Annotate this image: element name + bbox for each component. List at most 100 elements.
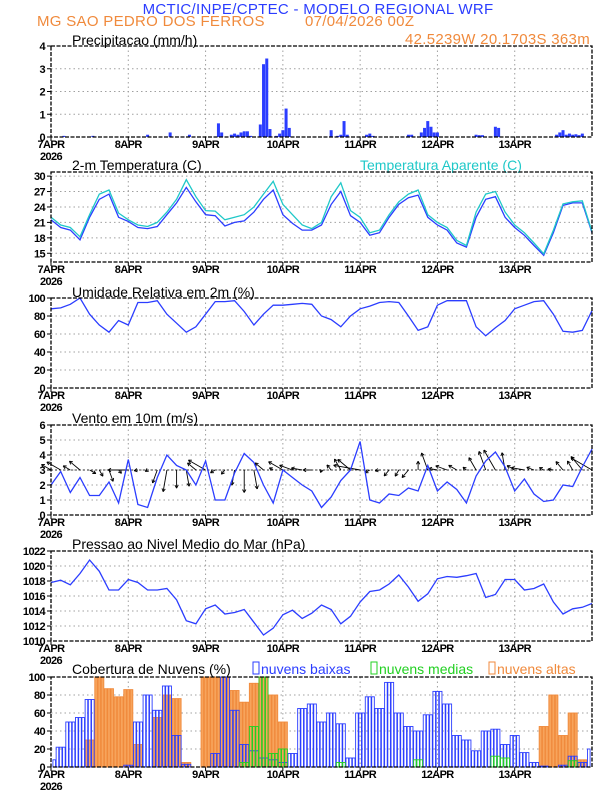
y-tick-label: 100 — [28, 293, 45, 305]
wind-arrow — [133, 468, 139, 473]
x-year-label: 2026 — [40, 151, 63, 163]
x-tick-label: 10APR — [267, 643, 300, 655]
y-tick-label: 24 — [34, 202, 47, 214]
wind-arrow — [333, 463, 361, 471]
cloud-bar-nuvens-altas — [558, 735, 562, 768]
cloud-bar-nuvens-baixas — [142, 694, 147, 768]
cloud-bar-nuvens-altas — [113, 696, 118, 768]
cloud-bar-nuvens-baixas — [155, 709, 160, 768]
y-tick-label: 20 — [34, 744, 46, 756]
cloud-bar-nuvens-altas — [129, 689, 134, 768]
x-tick-label: 9APR — [192, 643, 220, 655]
temperature-plot-frame — [50, 171, 593, 263]
wind-arrow — [394, 469, 400, 477]
x-year-label: 2026 — [40, 781, 63, 792]
cloud-bar-nuvens-baixas — [438, 690, 443, 768]
cloud-bar-nuvens-baixas — [326, 712, 330, 768]
precip-bar — [580, 133, 584, 137]
cloud-bar-nuvens-baixas — [348, 757, 353, 768]
cloud-bar-nuvens-baixas — [332, 712, 337, 768]
cloud-bar-nuvens-baixas — [393, 712, 398, 768]
cloud-bar-nuvens-baixas — [432, 690, 436, 768]
precip-bar — [278, 133, 282, 137]
wind-arrow — [279, 464, 293, 471]
wind-panel: Vento em 10m (m/s) 0 1 2 3 4 5 6 7APR 8APR 9APR 10A… — [38, 410, 593, 541]
precipitation-title: Precipitacao (mm/h) — [72, 32, 197, 48]
y-tick-label: 3 — [39, 465, 45, 477]
y-tick-label: 1022 — [23, 546, 46, 558]
pressure-title: Pressao ao Nivel Medio do Mar (hPa) — [72, 536, 305, 552]
y-tick-label: 1 — [39, 495, 45, 507]
wind-arrow — [326, 464, 332, 471]
cloud-bar-nuvens-baixas — [65, 721, 69, 768]
wind-arrow — [462, 466, 467, 471]
precipitation-panel: Precipitacao (mm/h) 0 1 2 3 4 7APR 8APR 9APR 10AP… — [38, 32, 593, 163]
wind-arrow — [448, 464, 457, 471]
clouds-panel: Cobertura de Nuvens (%) 0 20 40 60 80 100 7APR 8… — [28, 661, 593, 792]
precip-bar — [281, 130, 285, 137]
cloud-bar-nuvens-altas — [120, 696, 124, 768]
cloud-bar-nuvens-baixas — [516, 735, 520, 768]
x-tick-label: 7APR — [38, 517, 66, 529]
cloud-bar-nuvens-medias — [419, 759, 424, 768]
cloud-bar-nuvens-baixas — [361, 712, 366, 768]
wind-arrow — [302, 467, 312, 473]
cloud-bar-nuvens-baixas — [406, 726, 411, 768]
wind-arrow — [511, 466, 525, 471]
cloud-bar-nuvens-baixas — [322, 721, 327, 768]
x-tick-label: 12APR — [421, 390, 454, 402]
precip-bar — [245, 131, 249, 137]
precip-bar — [426, 121, 430, 137]
cloud-bar-nuvens-baixas — [78, 717, 82, 768]
wind-arrow — [210, 469, 216, 474]
x-tick-label: 11APR — [344, 643, 377, 655]
y-tick-label: 5 — [39, 435, 45, 447]
clouds-plot-frame — [50, 676, 593, 768]
y-tick-label: 1012 — [23, 621, 46, 633]
x-tick-label: 8APR — [115, 139, 143, 151]
cloud-bar-nuvens-baixas — [587, 748, 591, 768]
cloud-bar-nuvens-baixas — [532, 762, 536, 768]
wind-arrow — [401, 469, 409, 479]
cloud-bar-nuvens-altas — [110, 688, 114, 768]
precip-bar — [432, 132, 436, 137]
cloud-bar-nuvens-baixas — [380, 708, 385, 768]
cloud-bar-nuvens-baixas — [290, 753, 295, 768]
cloud-bar-nuvens-baixas — [303, 708, 308, 768]
y-tick-label: 2 — [39, 87, 45, 99]
precip-bar — [574, 134, 578, 137]
cloud-bar-nuvens-baixas — [171, 735, 176, 768]
precip-bar — [146, 134, 150, 137]
y-tick-label: 100 — [28, 672, 45, 684]
wind-arrow — [187, 462, 197, 471]
cloud-bar-nuvens-baixas — [435, 690, 440, 768]
precip-bar — [558, 132, 562, 137]
cloud-bar-nuvens-baixas — [58, 746, 63, 768]
pressure-plot-frame — [50, 550, 593, 642]
humidity-title: Umidade Relativa em 2m (%) — [72, 284, 255, 300]
precip-bar — [236, 134, 240, 137]
cloud-bar-nuvens-baixas — [429, 714, 433, 768]
cloud-bar-nuvens-medias — [490, 755, 494, 768]
x-tick-label: 13APR — [498, 139, 531, 151]
cloud-bar-nuvens-altas — [551, 694, 556, 768]
cloud-bar-nuvens-baixas — [384, 681, 388, 768]
precip-bar — [410, 134, 414, 137]
precip-bar — [249, 135, 253, 137]
pressure-series-line — [50, 558, 593, 636]
y-tick-label: 18 — [34, 233, 46, 245]
y-tick-label: 1020 — [23, 561, 46, 573]
precip-bar — [262, 64, 266, 137]
cloud-bar-nuvens-baixas — [287, 753, 292, 768]
precip-bar — [239, 132, 243, 137]
wind-arrow — [41, 464, 52, 471]
precip-bar — [555, 134, 559, 137]
cloud-bar-nuvens-baixas — [149, 694, 153, 768]
cloud-bar-nuvens-baixas — [351, 757, 356, 768]
x-tick-label: 13APR — [498, 390, 531, 402]
cloud-bar-nuvens-baixas — [512, 735, 517, 768]
cloud-bar-nuvens-baixas — [471, 750, 475, 768]
header-coords: 42.5239W 20.1703S 363m — [405, 31, 590, 48]
cloud-bar-nuvens-baixas — [313, 703, 317, 768]
legend-swatch-nuvens-altas — [488, 661, 496, 675]
